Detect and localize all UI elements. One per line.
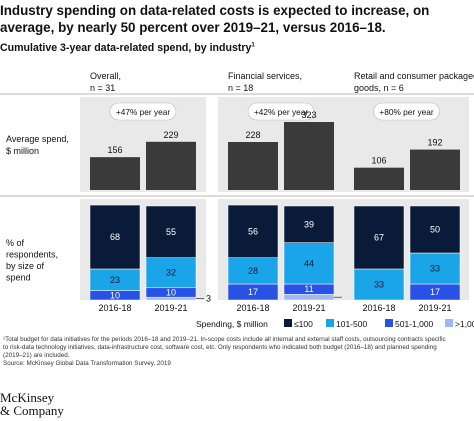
avg-spend-bar [146,141,196,190]
stack-value: 3 [206,294,211,304]
growth-label: +47% per year [116,107,170,117]
growth-pill [373,102,440,121]
stack-value: 55 [166,227,176,237]
stack-value: 28 [248,266,258,276]
stack-segment-r101_500 [227,257,279,285]
stack-segment-lte100 [145,205,197,258]
avg-spend-value: 323 [301,110,316,120]
stack-value: 11 [304,284,313,294]
legend-label: 501-1,000 [395,319,434,329]
footnote: ¹Total budget for data initiatives for t… [3,336,471,368]
stack-value: 68 [110,232,120,242]
stack-value: 10 [110,290,120,300]
avg-spend-value: 228 [245,130,260,140]
legend-swatch-lte100 [284,319,292,327]
chart-subtitle: Cumulative 3-year data-related spend, by… [0,42,255,54]
legend-title: Spending, $ million [196,319,268,329]
logo-line: & Company [0,403,64,418]
avg-spend-value: 156 [107,145,122,155]
stack-segment-r101_500 [409,252,461,285]
stack-value: 33 [374,279,384,289]
avg-spend-bar [410,149,460,190]
stack-segment-r101_500 [283,242,335,285]
subtitle-text: Cumulative 3-year data-related spend, by… [0,42,252,54]
avg-spend-value: 106 [371,156,386,166]
row-label-avg: Average spend, [6,134,69,144]
stack-segment-gt1000 [283,294,335,301]
stack-segment-gt1000 [145,296,197,301]
stack-value: 44 [304,258,314,268]
growth-label: +80% per year [379,107,433,117]
stack-value: 50 [430,225,440,235]
stack-segment-lte100 [283,205,335,243]
group-name: Financial services, [228,71,302,81]
legend-swatch-gt1000 [445,319,453,327]
period-label: 2019-21 [154,303,187,313]
logo-line: McKinsey [0,390,55,405]
stack-segment-lte100 [89,204,141,270]
stack-segment-lte100 [409,205,461,254]
group-name: goods, n = 6 [354,83,404,93]
period-label: 2019-21 [292,303,325,313]
stack-value: 32 [166,268,176,278]
stack-segment-r101_500 [353,268,405,301]
period-label: 2016-18 [362,303,395,313]
legend-label: 101-500 [336,319,367,329]
mckinsey-logo: McKinsey & Company [0,391,64,417]
period-label: 2016-18 [236,303,269,313]
group-name: Retail and consumer packaged [354,71,474,81]
chart-title: Industry spending on data-related costs … [0,3,430,35]
group-name: Overall, [90,71,121,81]
legend-swatch-r501_1000 [385,319,393,327]
period-label: 2019-21 [418,303,451,313]
footnote-line: to risk-data technology initiatives, dat… [3,344,437,351]
growth-pill [247,102,315,121]
avg-spend-bar [228,142,278,190]
stack-value: 17 [430,287,440,297]
footnote-line: (2019–21) are included. [3,352,70,359]
stack-value: 23 [110,275,120,285]
stack-value: 33 [430,264,440,274]
avg-spend-value: 192 [427,138,442,148]
subtitle-footnote-marker: 1 [251,42,255,49]
growth-pill [109,102,177,121]
row-label-pct: spend [6,273,31,283]
avg-spend-bar [354,167,404,190]
group-name: n = 31 [90,83,115,93]
legend-label: >1,000 [455,319,474,329]
legend-swatch-r101_500 [326,319,334,327]
row-label-avg: $ million [6,146,39,156]
stack-value: 67 [374,232,384,242]
legend-label: ≤100 [294,319,313,329]
avg-spend-bar [284,122,334,190]
period-label: 2016-18 [98,303,131,313]
source-line: Source: McKinsey Global Data Transformat… [3,360,171,367]
stack-segment-lte100 [353,205,405,270]
stack-segment-lte100 [227,204,279,258]
avg-spend-bar [90,157,140,190]
stack-value: 39 [304,219,314,229]
avg-spend-value: 229 [163,130,178,140]
row-label-pct: by size of [6,261,45,271]
stack-value: 56 [248,226,258,236]
stack-value: 10 [166,287,176,297]
footnote-line: ¹Total budget for data initiatives for t… [3,336,446,343]
growth-label: +42% per year [254,107,308,117]
row-label-pct: % of [6,238,25,248]
group-name: n = 18 [228,83,253,93]
stack-value: 17 [248,287,258,297]
row-label-pct: respondents, [6,250,58,260]
stack-segment-r101_500 [145,257,197,289]
